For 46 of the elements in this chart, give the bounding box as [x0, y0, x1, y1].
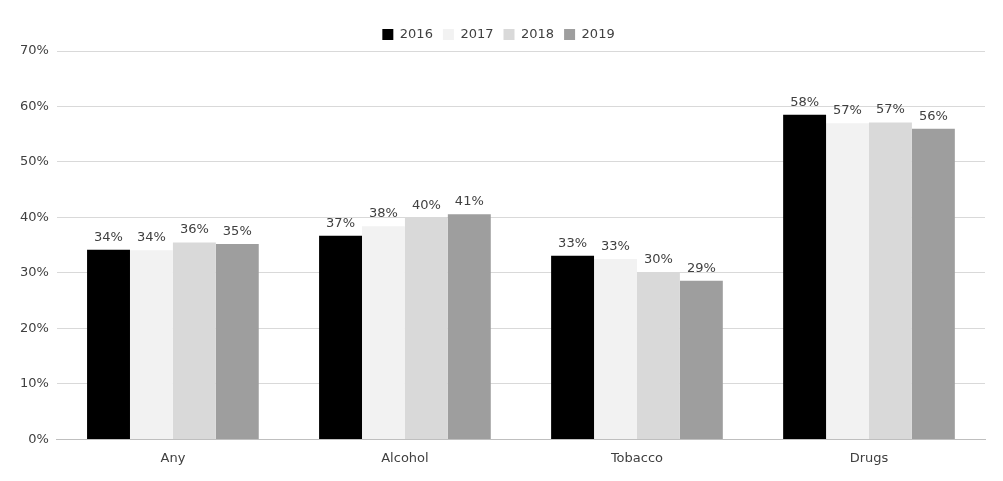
bar: [679, 280, 723, 439]
legend-label: 2018: [521, 25, 555, 41]
bar: [319, 235, 363, 439]
bar: [783, 114, 827, 439]
legend-label: 2017: [460, 25, 494, 41]
data-label: 57%: [876, 101, 905, 117]
bar: [551, 255, 595, 439]
y-tick-label: 20%: [19, 319, 49, 335]
bar: [129, 250, 173, 439]
data-label: 38%: [369, 205, 398, 221]
data-label: 57%: [833, 102, 862, 118]
bar: [87, 249, 130, 439]
bar: [172, 242, 216, 439]
data-label: 40%: [411, 196, 441, 212]
data-label: 33%: [601, 237, 630, 253]
data-label: 58%: [790, 93, 820, 109]
data-label: 34%: [136, 229, 166, 245]
data-label: 34%: [94, 228, 123, 244]
y-tick-label: 50%: [19, 153, 49, 169]
y-tick-label: 0%: [28, 430, 49, 446]
bar: [215, 244, 259, 439]
data-label: 35%: [222, 222, 252, 238]
x-tick-label: Any: [160, 449, 186, 465]
y-tick-label: 60%: [19, 97, 49, 113]
x-tick-label: Alcohol: [381, 449, 429, 465]
y-tick-label: 70%: [19, 42, 49, 58]
x-tick-label: Drugs: [849, 449, 889, 465]
x-tick-label: Tobacco: [609, 449, 664, 465]
bar: [594, 259, 637, 439]
bar: [826, 123, 869, 439]
data-label: 33%: [558, 234, 588, 250]
bar: [362, 226, 405, 439]
y-tick-label: 10%: [19, 375, 49, 391]
y-tick-label: 40%: [19, 208, 49, 224]
data-label: 41%: [454, 193, 484, 208]
data-label: 56%: [918, 107, 948, 123]
data-label: 37%: [326, 214, 355, 230]
data-label: 29%: [686, 259, 716, 275]
data-label: 36%: [179, 221, 209, 237]
data-label: 30%: [643, 251, 673, 267]
y-tick-label: 30%: [19, 264, 49, 280]
bar: [868, 122, 912, 439]
bar: [447, 214, 491, 439]
bar: [911, 128, 955, 439]
legend-label: 2016: [399, 25, 433, 41]
legend-label: 2019: [581, 25, 615, 41]
